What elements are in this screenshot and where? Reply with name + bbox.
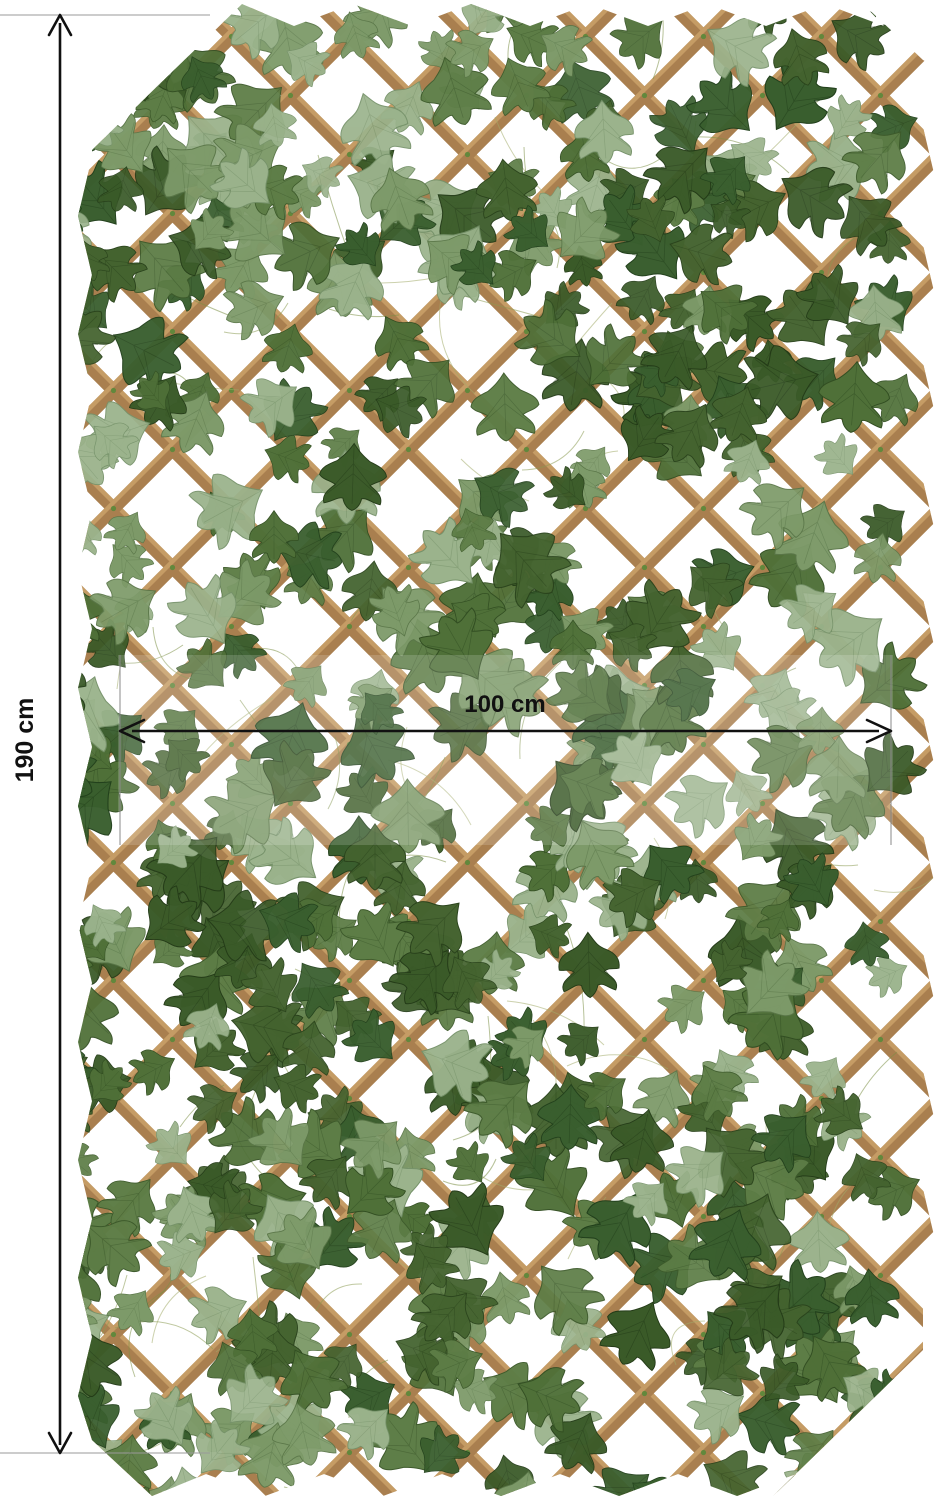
svg-text:100 cm: 100 cm (464, 691, 545, 718)
svg-text:190 cm: 190 cm (11, 698, 39, 783)
